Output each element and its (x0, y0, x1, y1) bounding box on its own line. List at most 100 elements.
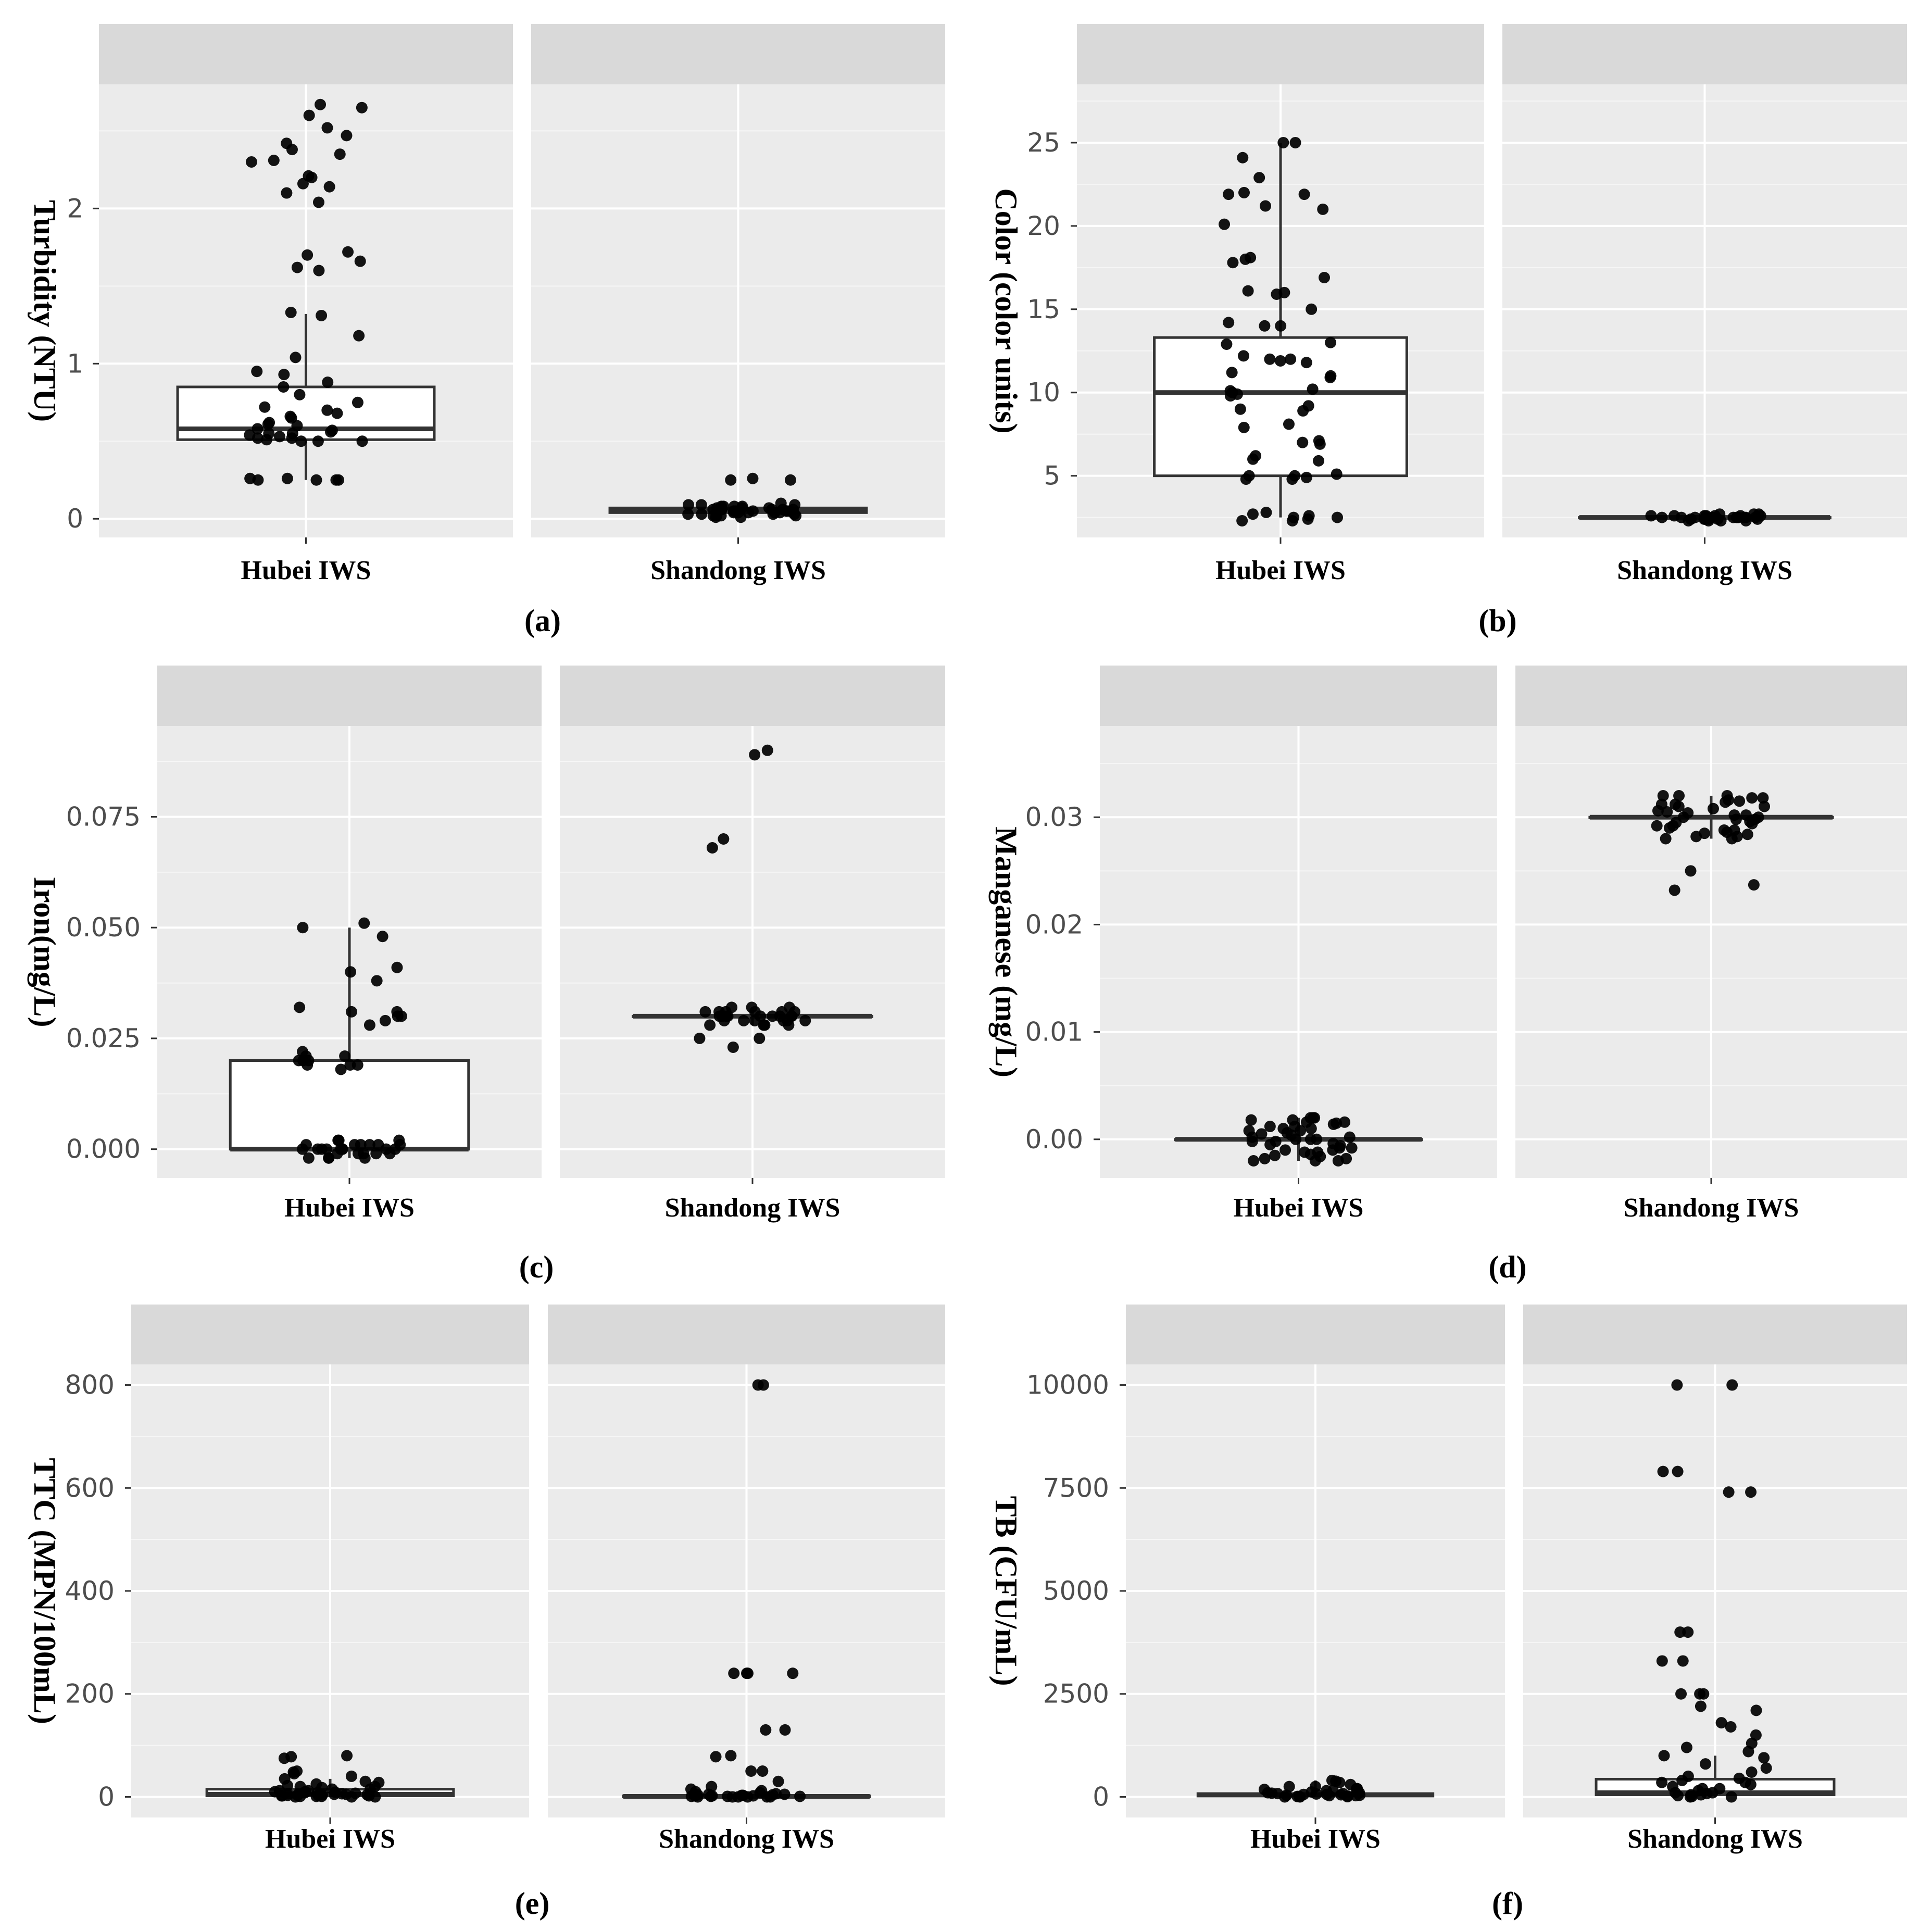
data-point (1298, 189, 1310, 200)
data-point (379, 1014, 391, 1026)
data-point (310, 474, 322, 486)
data-point (345, 1770, 357, 1782)
data-point (328, 1788, 340, 1800)
data-point (306, 171, 318, 183)
data-point (729, 500, 741, 512)
y-tick-label: 0.00 (1025, 1124, 1083, 1155)
facet-strip (531, 24, 945, 84)
data-point (339, 1050, 351, 1062)
data-point (262, 418, 274, 430)
data-point (1324, 371, 1336, 383)
data-point (725, 1750, 737, 1762)
data-point (1707, 1787, 1718, 1799)
data-point (259, 401, 271, 413)
y-tick-label: 5 (1044, 461, 1060, 491)
y-axis-title: Turbidity (NTU) (28, 200, 62, 422)
data-point (779, 1724, 791, 1736)
data-point (757, 1765, 769, 1777)
data-point (296, 1143, 308, 1155)
facet-d-0: Hubei IWS (1100, 666, 1497, 1223)
facet-b-0: Hubei IWS (1077, 24, 1484, 585)
data-point (725, 474, 737, 486)
y-tick-label: 800 (65, 1370, 115, 1400)
data-point (331, 407, 343, 419)
data-point (726, 1791, 738, 1803)
data-point (363, 1019, 375, 1031)
category-label: Hubei IWS (1215, 556, 1346, 585)
data-point (1323, 1790, 1335, 1802)
data-point (1274, 355, 1286, 367)
data-point (699, 1006, 711, 1018)
data-point (1715, 1717, 1727, 1729)
data-point (1300, 357, 1312, 369)
data-point (356, 435, 368, 447)
data-point (752, 1379, 764, 1391)
data-point (1291, 1790, 1303, 1802)
data-point (1746, 792, 1758, 804)
data-point (1283, 418, 1295, 430)
data-point (1223, 189, 1235, 200)
data-point (333, 1134, 345, 1146)
data-point (281, 187, 293, 199)
data-point (1741, 829, 1753, 841)
facet-a-1: Shandong IWS (531, 24, 945, 585)
data-point (316, 309, 328, 321)
data-point (354, 255, 366, 267)
category-label: Hubei IWS (241, 556, 371, 585)
y-axis-title: Iron(mg/L) (28, 877, 62, 1027)
data-point (790, 510, 802, 522)
panel-letter: (e) (515, 1886, 550, 1921)
data-point (1656, 1776, 1668, 1788)
data-point (1742, 1746, 1754, 1758)
facet-strip (1100, 666, 1497, 726)
data-point (1307, 1112, 1319, 1124)
y-tick-label: 0 (98, 1782, 115, 1812)
data-point (737, 1789, 749, 1801)
data-point (695, 499, 707, 511)
y-tick-label: 2500 (1043, 1679, 1109, 1709)
data-point (1723, 1486, 1735, 1498)
data-point (1657, 1465, 1669, 1477)
facet-e-0: Hubei IWS (131, 1305, 529, 1854)
data-point (1718, 824, 1730, 836)
facet-strip (1126, 1305, 1505, 1364)
panel-letter: (b) (1478, 604, 1516, 638)
y-tick-label: 0.02 (1025, 909, 1083, 939)
data-point (1223, 317, 1235, 329)
facet-strip (1502, 24, 1907, 84)
data-point (1239, 253, 1251, 265)
data-point (745, 1765, 757, 1777)
facet-strip (1515, 666, 1907, 726)
facet-f-1: Shandong IWS (1523, 1305, 1907, 1854)
data-point (1695, 1789, 1707, 1801)
data-point (1234, 403, 1246, 415)
category-label: Shandong IWS (1627, 1824, 1803, 1854)
data-point (331, 1148, 343, 1160)
data-point (323, 181, 335, 193)
category-label: Shandong IWS (650, 556, 826, 585)
data-point (1673, 800, 1685, 812)
data-point (1715, 515, 1727, 527)
data-point (1275, 320, 1287, 332)
y-tick-label: 0.000 (66, 1134, 141, 1164)
panel-letter: (a) (524, 604, 561, 638)
data-point (1667, 820, 1679, 832)
data-point (330, 474, 342, 486)
data-point (313, 265, 325, 277)
data-point (297, 922, 309, 934)
data-point (1237, 152, 1249, 164)
data-point (1314, 1150, 1326, 1162)
data-point (694, 1032, 706, 1044)
data-point (1279, 1144, 1291, 1156)
data-point (291, 261, 303, 273)
data-point (1305, 1123, 1317, 1135)
facet-a-0: Hubei IWS (99, 24, 513, 585)
panel-e: Hubei IWS Shandong IWS 0 200 400 600 800 TTC (M… (28, 1305, 945, 1921)
data-point (268, 154, 280, 166)
data-point (286, 144, 298, 156)
category-label: Shandong IWS (1624, 1193, 1799, 1223)
y-tick-label: 0.03 (1025, 802, 1083, 832)
data-point (1306, 303, 1318, 315)
data-point (273, 431, 285, 443)
